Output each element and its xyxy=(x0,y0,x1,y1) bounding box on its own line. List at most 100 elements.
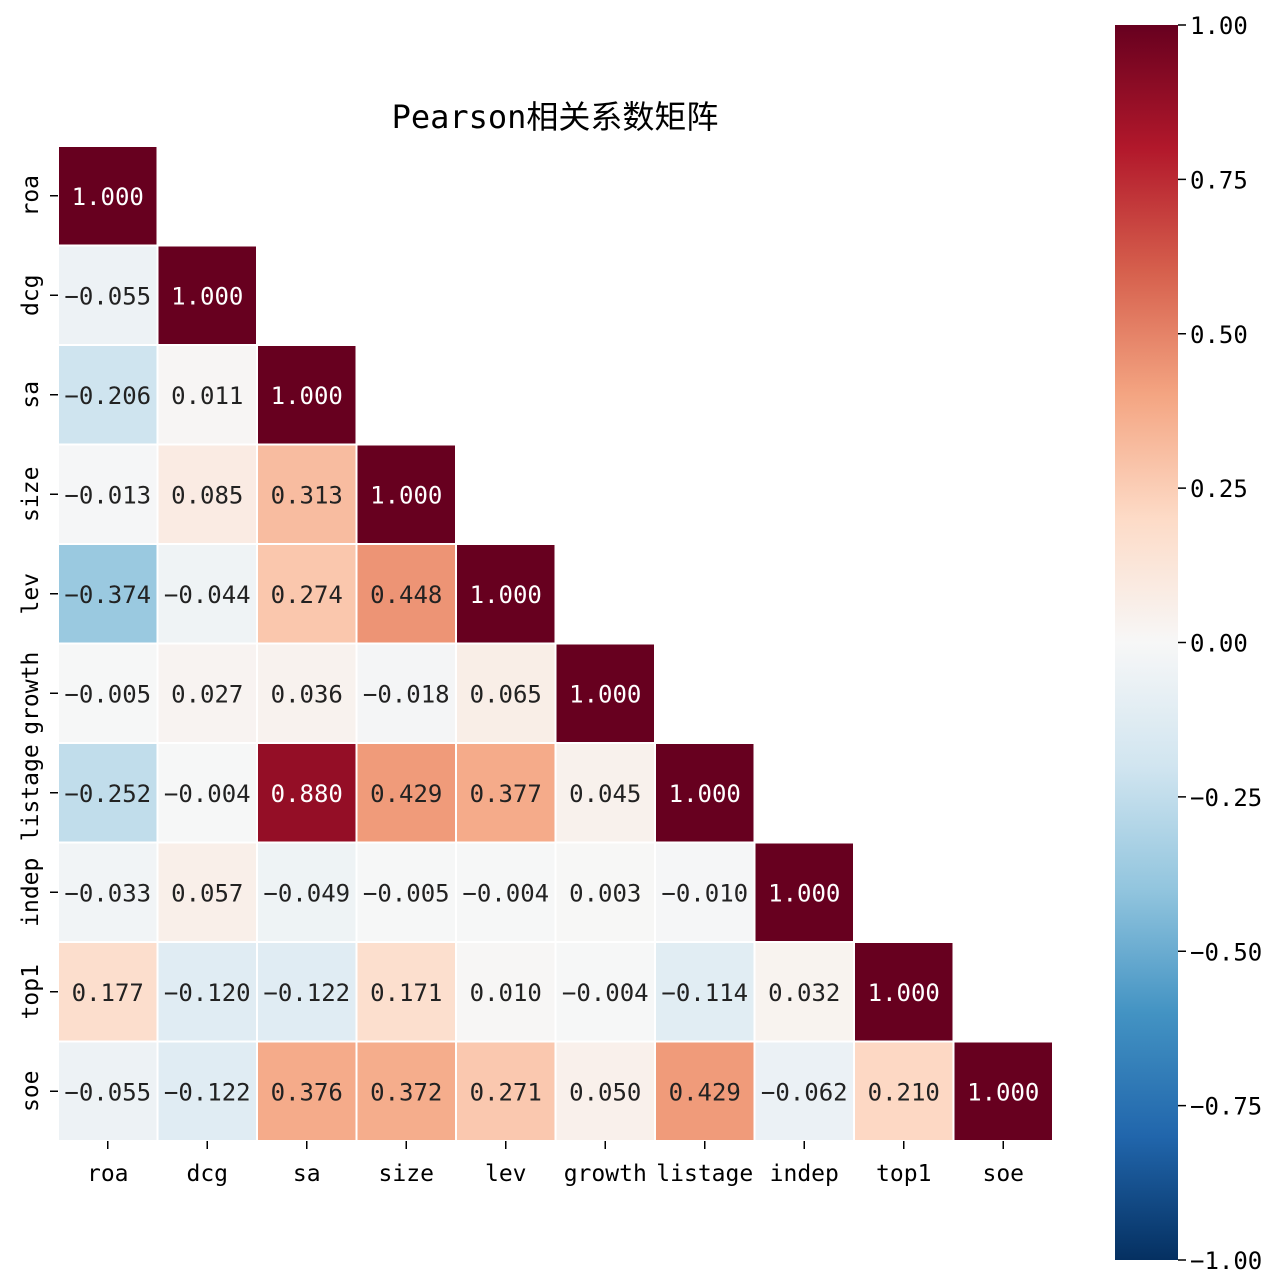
cell-soe-indep xyxy=(753,1040,855,1142)
y-tick-label-lev: lev xyxy=(18,573,44,615)
cell-listage-dcg xyxy=(156,742,258,844)
cell-label-size-dcg: 0.085 xyxy=(171,481,243,509)
cell-dcg-dcg xyxy=(156,244,258,346)
x-tick-label-roa: roa xyxy=(87,1161,129,1187)
cell-label-indep-growth: 0.003 xyxy=(569,879,641,907)
cell-label-growth-lev: 0.065 xyxy=(470,680,542,708)
cell-label-soe-sa: 0.376 xyxy=(271,1078,343,1106)
cell-label-growth-sa: 0.036 xyxy=(271,680,343,708)
colorbar-tick-label-8: −1.00 xyxy=(1190,1247,1262,1275)
cell-label-indep-dcg: 0.057 xyxy=(171,879,243,907)
cell-label-size-size: 1.000 xyxy=(370,481,442,509)
cell-label-roa-roa: 1.000 xyxy=(72,183,144,211)
cell-label-soe-soe: 1.000 xyxy=(967,1078,1039,1106)
cell-listage-growth xyxy=(554,742,656,844)
x-axis: roa dcg sa size lev growth listage indep top1 soe xyxy=(87,1141,1024,1187)
cell-label-top1-indep: 0.032 xyxy=(768,979,840,1007)
colorbar-tick-label-3: 0.25 xyxy=(1190,475,1248,503)
cell-label-soe-lev: 0.271 xyxy=(470,1078,542,1106)
cell-label-indep-size: −0.005 xyxy=(363,879,450,907)
cell-label-dcg-dcg: 1.000 xyxy=(171,282,243,310)
cell-roa-roa xyxy=(57,145,159,247)
y-tick-label-indep: indep xyxy=(18,858,44,927)
y-tick-label-listage: listage xyxy=(18,744,44,841)
cell-label-lev-size: 0.448 xyxy=(370,581,442,609)
x-tick-label-listage: listage xyxy=(656,1161,753,1187)
y-tick-label-growth: growth xyxy=(18,652,44,735)
cell-listage-listage xyxy=(654,742,756,844)
cell-label-top1-listage: −0.114 xyxy=(661,979,748,1007)
cell-soe-roa xyxy=(57,1040,159,1142)
x-tick-label-soe: soe xyxy=(982,1161,1024,1187)
cell-label-indep-listage: −0.010 xyxy=(661,879,748,907)
cell-soe-soe xyxy=(952,1040,1054,1142)
cell-label-growth-dcg: 0.027 xyxy=(171,680,243,708)
cell-label-indep-lev: −0.004 xyxy=(462,879,549,907)
cell-label-lev-roa: −0.374 xyxy=(64,581,151,609)
cell-label-sa-roa: −0.206 xyxy=(64,382,151,410)
cell-label-soe-top1: 0.210 xyxy=(868,1078,940,1106)
colorbar-tick-label-0: 1.00 xyxy=(1190,12,1248,40)
cell-dcg-roa xyxy=(57,244,159,346)
colorbar-tick-label-5: −0.25 xyxy=(1190,784,1262,812)
cell-label-dcg-roa: −0.055 xyxy=(64,282,151,310)
cell-label-listage-sa: 0.880 xyxy=(271,780,343,808)
cell-growth-lev xyxy=(455,642,557,744)
cell-label-soe-listage: 0.429 xyxy=(669,1078,741,1106)
cell-label-top1-dcg: −0.120 xyxy=(164,979,251,1007)
cell-label-listage-roa: −0.252 xyxy=(64,780,151,808)
y-tick-label-top1: top1 xyxy=(18,964,44,1019)
cell-label-growth-roa: −0.005 xyxy=(64,680,151,708)
cell-size-size xyxy=(355,443,457,545)
cell-soe-top1 xyxy=(853,1040,955,1142)
cell-soe-lev xyxy=(455,1040,557,1142)
cell-growth-growth xyxy=(554,642,656,744)
cell-soe-growth xyxy=(554,1040,656,1142)
cell-label-lev-dcg: −0.044 xyxy=(164,581,251,609)
cell-top1-top1 xyxy=(853,941,955,1043)
cell-growth-sa xyxy=(256,642,358,744)
cell-label-soe-dcg: −0.122 xyxy=(164,1078,251,1106)
colorbar-tick-label-4: 0.00 xyxy=(1190,630,1248,658)
cell-label-top1-growth: −0.004 xyxy=(562,979,649,1007)
cell-label-listage-size: 0.429 xyxy=(370,780,442,808)
cell-label-listage-growth: 0.045 xyxy=(569,780,641,808)
y-tick-label-dcg: dcg xyxy=(18,274,44,316)
cell-lev-size xyxy=(355,543,457,645)
colorbar-tick-label-2: 0.50 xyxy=(1190,321,1248,349)
colorbar-tick-label-7: −0.75 xyxy=(1190,1093,1262,1121)
x-tick-label-sa: sa xyxy=(293,1161,321,1187)
cell-label-top1-size: 0.171 xyxy=(370,979,442,1007)
cell-label-top1-lev: 0.010 xyxy=(470,979,542,1007)
y-tick-label-roa: roa xyxy=(18,175,44,217)
chart-title: Pearson相关系数矩阵 xyxy=(392,98,719,136)
cell-label-soe-roa: −0.055 xyxy=(64,1078,151,1106)
cell-label-soe-growth: 0.050 xyxy=(569,1078,641,1106)
cell-top1-growth xyxy=(554,941,656,1043)
cell-indep-sa xyxy=(256,841,358,943)
cell-label-lev-sa: 0.274 xyxy=(271,581,343,609)
x-tick-label-dcg: dcg xyxy=(186,1161,228,1187)
cell-label-size-roa: −0.013 xyxy=(64,481,151,509)
x-tick-label-lev: lev xyxy=(485,1161,527,1187)
cell-label-sa-dcg: 0.011 xyxy=(171,382,243,410)
cell-soe-dcg xyxy=(156,1040,258,1142)
cell-growth-size xyxy=(355,642,457,744)
cell-growth-dcg xyxy=(156,642,258,744)
cell-label-sa-sa: 1.000 xyxy=(271,382,343,410)
cell-label-top1-sa: −0.122 xyxy=(263,979,350,1007)
heatmap-cells: 1.000 −0.055 1.000 −0.206 0.011 1.000 −0.013 0.… xyxy=(57,145,1054,1142)
cell-indep-indep xyxy=(753,841,855,943)
y-axis: roa dcg sa size lev growth listage indep top1 soe xyxy=(18,175,58,1112)
cell-label-top1-roa: 0.177 xyxy=(72,979,144,1007)
cell-soe-size xyxy=(355,1040,457,1142)
cell-top1-sa xyxy=(256,941,358,1043)
cell-label-top1-top1: 1.000 xyxy=(868,979,940,1007)
cell-label-listage-listage: 1.000 xyxy=(669,780,741,808)
cell-top1-listage xyxy=(654,941,756,1043)
cell-label-indep-indep: 1.000 xyxy=(768,879,840,907)
cell-label-listage-lev: 0.377 xyxy=(470,780,542,808)
cell-soe-sa xyxy=(256,1040,358,1142)
cell-label-soe-indep: −0.062 xyxy=(761,1078,848,1106)
